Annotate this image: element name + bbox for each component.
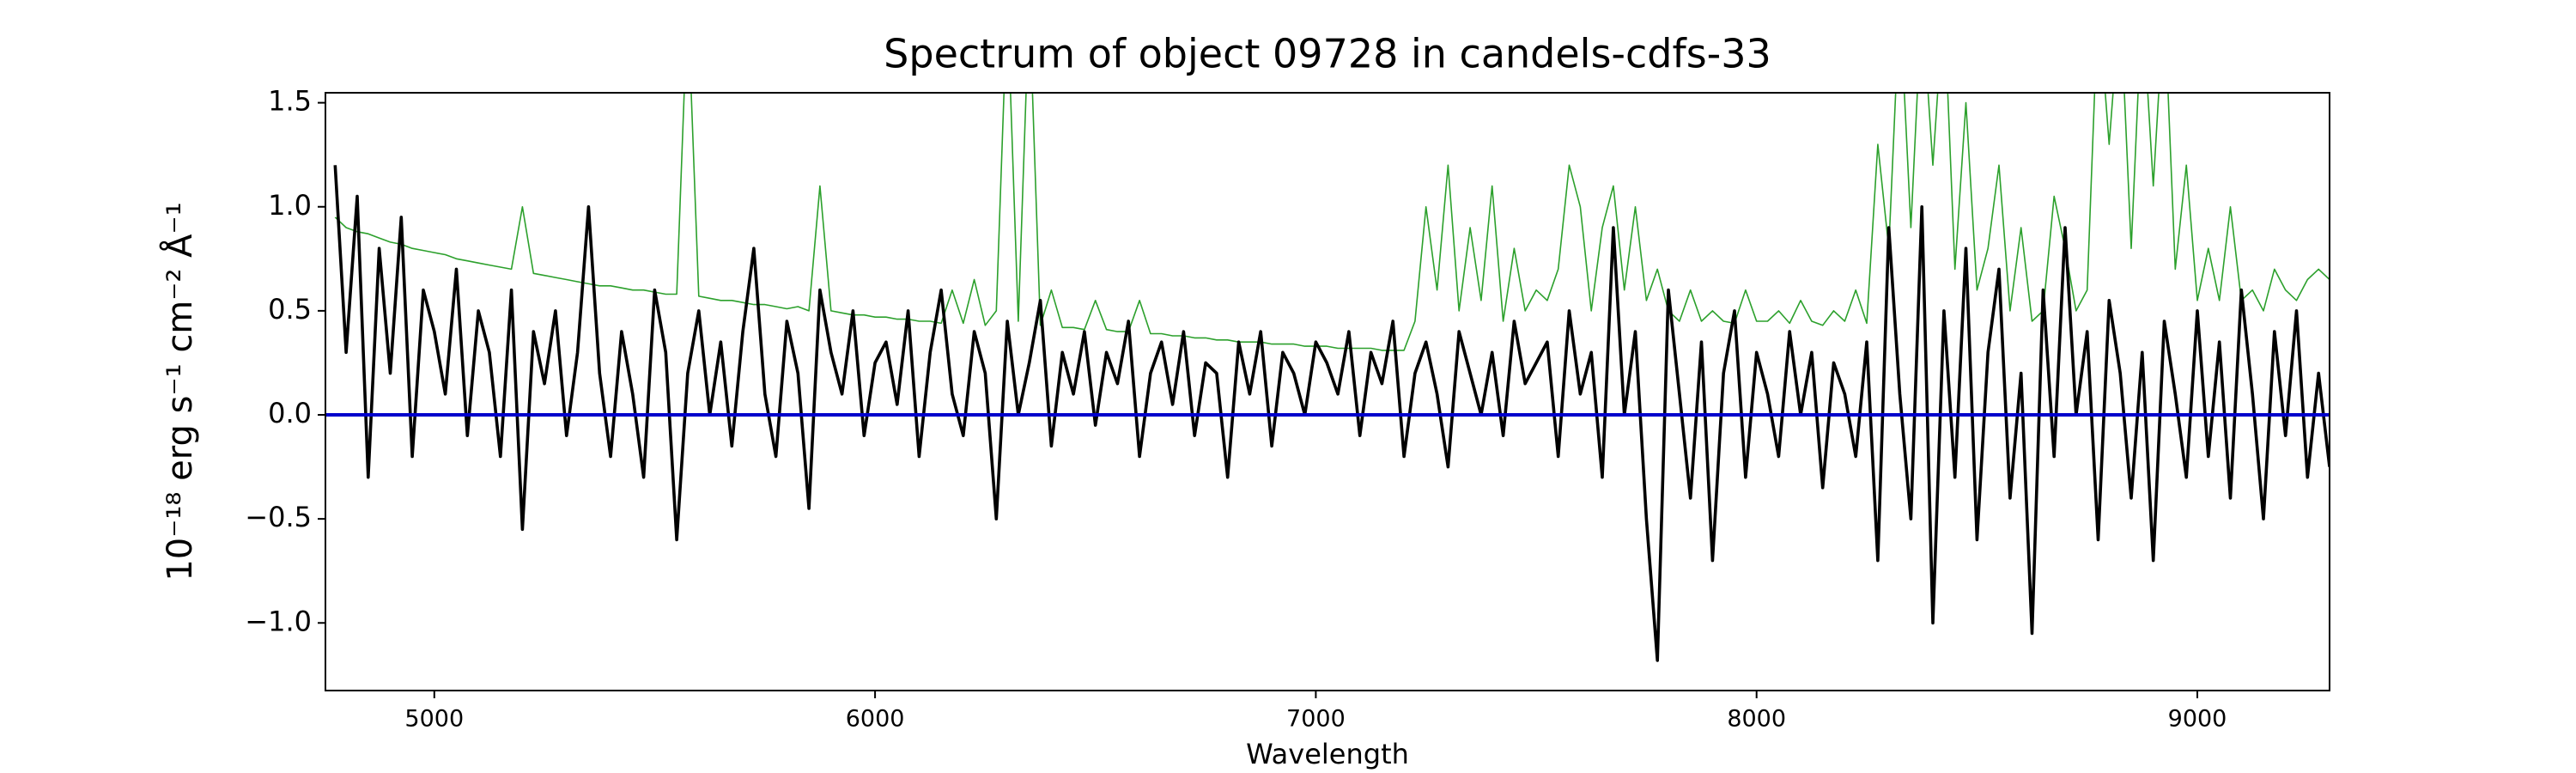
axes-frame xyxy=(325,92,2330,691)
x-tick-label: 6000 xyxy=(846,706,905,733)
x-tick-label: 7000 xyxy=(1286,706,1346,733)
y-tick-label: −0.5 xyxy=(245,501,312,533)
chart-title: Spectrum of object 09728 in candels-cdfs… xyxy=(884,31,1771,77)
y-tick-label: −1.0 xyxy=(245,605,312,637)
x-tick-label: 9000 xyxy=(2168,706,2227,733)
y-axis-label: 10⁻¹⁸ erg s⁻¹ cm⁻² Å⁻¹ xyxy=(159,202,200,581)
x-tick-label: 5000 xyxy=(404,706,464,733)
x-tick-label: 8000 xyxy=(1727,706,1786,733)
y-tick-label: 1.5 xyxy=(268,85,312,118)
y-tick-label: 1.0 xyxy=(268,189,312,222)
spectrum-line xyxy=(334,93,2330,351)
plot-area xyxy=(325,93,2330,662)
y-tick-label: 0.0 xyxy=(268,397,312,429)
y-tick-label: 0.5 xyxy=(268,293,312,326)
spectrum-line xyxy=(333,165,2330,662)
x-axis-label: Wavelength xyxy=(1246,738,1409,770)
